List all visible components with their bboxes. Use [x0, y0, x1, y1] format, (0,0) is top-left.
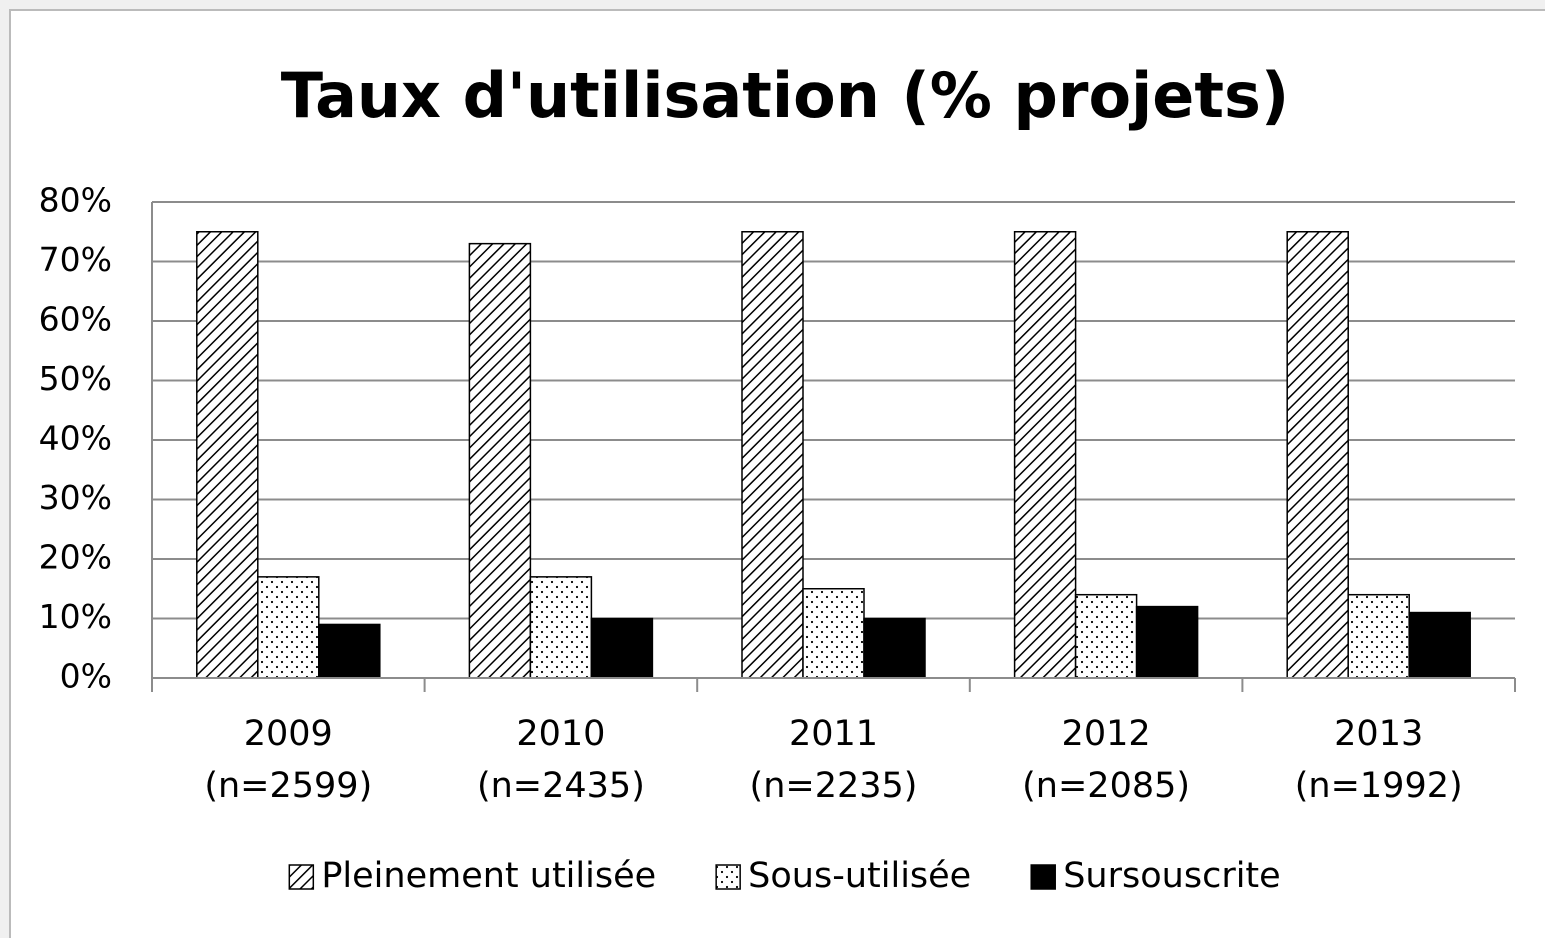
x-tick-label: (n=1992): [1295, 766, 1463, 806]
x-tick-label: 2009: [244, 714, 333, 754]
bar: [1013, 231, 1077, 679]
x-tick-label: 2010: [516, 714, 605, 754]
bar: [257, 576, 320, 679]
y-tick-label: 50%: [39, 359, 112, 398]
bar: [529, 576, 593, 679]
y-tick-label: 70%: [39, 240, 112, 279]
legend-label: Sursouscrite: [1063, 856, 1280, 896]
bar: [1074, 593, 1138, 679]
y-tick-label: 20%: [39, 538, 112, 577]
bar: [196, 231, 259, 679]
y-tick-label: 0%: [60, 657, 112, 696]
x-tick-label: 2011: [789, 714, 878, 754]
x-tick-label: (n=2599): [204, 766, 372, 806]
y-tick-label: 10%: [39, 597, 112, 636]
y-tick-label: 80%: [39, 181, 112, 220]
legend-swatch: [1030, 864, 1056, 890]
x-tick-label: (n=2435): [477, 766, 645, 806]
bar: [1286, 231, 1349, 679]
chart-title: Taux d'utilisation (% projets): [281, 59, 1289, 132]
bar: [863, 617, 926, 679]
legend-label: Pleinement utilisée: [321, 856, 656, 896]
y-tick-label: 60%: [39, 300, 112, 339]
x-tick-label: (n=2085): [1022, 766, 1190, 806]
bar: [318, 623, 381, 679]
bar: [1408, 611, 1471, 679]
bar: [1135, 605, 1199, 679]
bar: [1347, 593, 1410, 679]
bar: [468, 242, 532, 679]
legend-label: Sous-utilisée: [748, 856, 971, 896]
legend-swatch: [288, 864, 315, 890]
bar: [802, 588, 865, 679]
x-tick-label: (n=2235): [750, 766, 918, 806]
bar: [590, 617, 654, 679]
y-tick-label: 30%: [39, 478, 112, 517]
legend-swatch: [715, 864, 741, 890]
y-tick-label: 40%: [39, 419, 112, 458]
x-tick-label: 2013: [1334, 714, 1423, 754]
bar: [741, 231, 804, 679]
x-tick-label: 2012: [1062, 714, 1151, 754]
